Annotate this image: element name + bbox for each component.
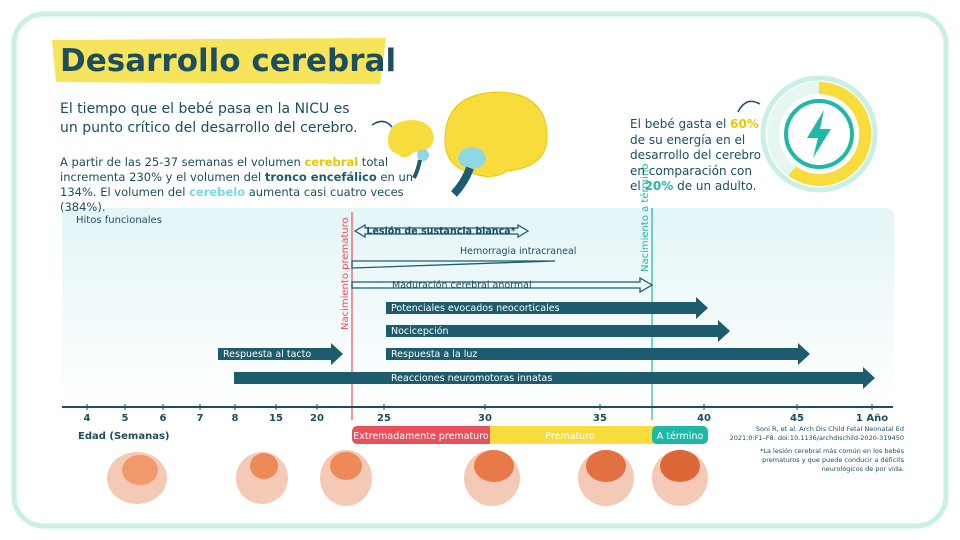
highlight: cerebral xyxy=(304,155,359,169)
intro: El tiempo que el bebé pasa en la NICU es… xyxy=(60,101,358,136)
tick-label: 25 xyxy=(377,413,391,424)
tick-label: 7 xyxy=(197,413,204,424)
tick-label: 40 xyxy=(697,413,711,424)
filled-arrows xyxy=(218,297,875,389)
text-segment: A partir de las 25-37 semanas el volumen xyxy=(60,155,305,169)
volume-text: A partir de las 25-37 semanas el volumen… xyxy=(60,155,425,215)
tick-label: 20 xyxy=(310,413,324,424)
highlight: 60% xyxy=(730,117,759,131)
text-segment: total incrementa 230% y el volumen del xyxy=(60,155,389,184)
tick-label: 35 xyxy=(593,413,607,424)
axis-label: Edad (Semanas) xyxy=(78,431,170,442)
band-label: Prematuro xyxy=(545,431,595,442)
milestone-label: Nocicepción xyxy=(391,326,449,337)
tick-label: 6 xyxy=(160,413,167,424)
outlined-arrows xyxy=(351,223,654,294)
milestone-label: Lesión de sustancia blanca* xyxy=(366,226,515,237)
milestone-label: Respuesta al tacto xyxy=(223,349,311,360)
fetal-images xyxy=(107,450,708,506)
milestone-label: Respuesta a la luz xyxy=(391,349,477,360)
energy-text: El bebé gasta el 60% de su energía en el… xyxy=(630,117,765,195)
milestone-label: Hemorragia intracraneal xyxy=(460,246,576,257)
milestone-label: Potenciales evocados neocorticales xyxy=(391,303,560,314)
footnote: *La lesión cerebral más común en los beb… xyxy=(760,447,904,473)
tick-label: 1 Año xyxy=(856,413,888,424)
highlight: 20% xyxy=(644,179,674,193)
panel-label: Hitos funcionales xyxy=(76,215,162,226)
tick-label: 45 xyxy=(790,413,804,424)
citation: Soni R, et al. Arch Dis Child Fetal Neon… xyxy=(729,425,904,442)
tick-label: 4 xyxy=(84,413,91,424)
text-segment: de su energía en el desarrollo del cereb… xyxy=(630,132,761,194)
text-segment: aumenta casi cuatro veces (384%). xyxy=(60,185,404,214)
tick-label: 15 xyxy=(269,413,283,424)
marker-label: Nacimiento a término xyxy=(639,164,651,272)
band xyxy=(652,426,708,444)
highlight: cerebelo xyxy=(189,185,246,199)
band-label: A término xyxy=(657,431,704,442)
milestone-label: Reacciones neuromotoras innatas xyxy=(391,373,552,384)
ticks: 4 5 6 7 8 15 20 25 30 35 40 45 1 Año xyxy=(84,404,888,424)
marker-label: Nacimiento prematuro xyxy=(340,217,351,330)
tick-label: 5 xyxy=(122,413,129,424)
milestone-label: Maduración cerebral anormal xyxy=(392,280,532,291)
marker-label-text: Nacimiento a término xyxy=(639,164,651,272)
title-highlight xyxy=(52,38,386,84)
title: Desarrollo cerebral xyxy=(60,43,396,79)
energy-ring xyxy=(737,75,878,193)
tick-label: 8 xyxy=(232,413,239,424)
band xyxy=(352,426,502,444)
band xyxy=(490,426,660,444)
text-segment: El bebé gasta el xyxy=(630,117,731,131)
tick-label: 30 xyxy=(478,413,492,424)
brain-large xyxy=(444,91,548,197)
text-segment: de un adulto. xyxy=(673,179,757,193)
band-label: Extremadamente prematuro xyxy=(353,431,489,442)
brain-small xyxy=(371,120,434,179)
text-segment: en un 134%. El volumen del xyxy=(60,170,414,199)
highlight: tronco encefálico xyxy=(264,170,377,184)
